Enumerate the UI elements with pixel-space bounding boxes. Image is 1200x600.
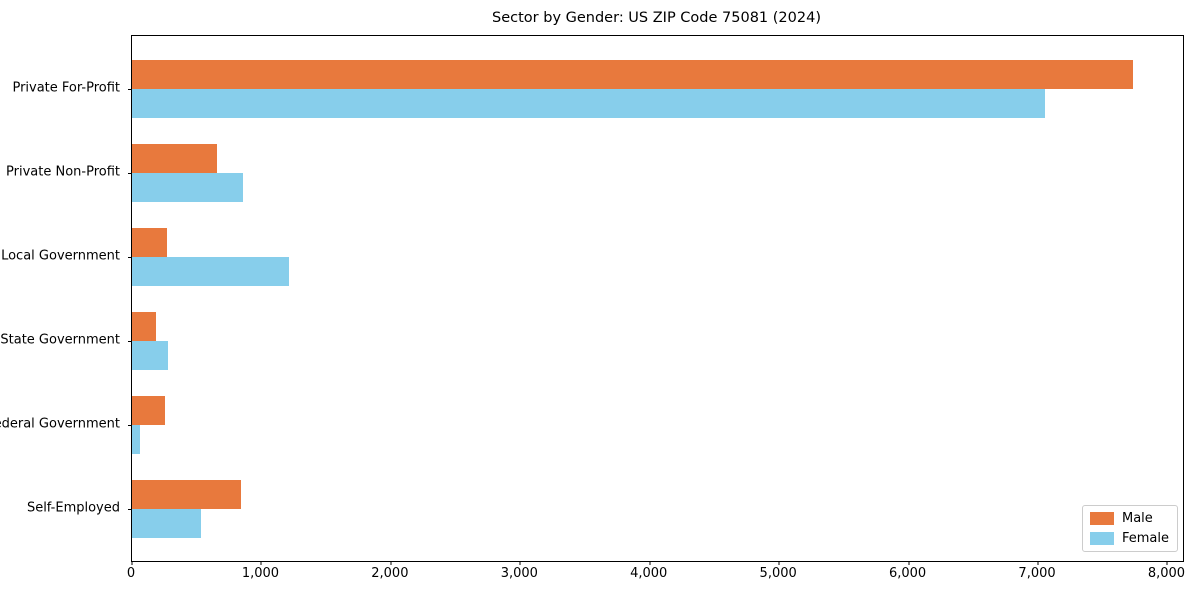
x-tick-label: 1,000: [241, 566, 280, 581]
x-tick-label: 3,000: [500, 566, 538, 581]
x-tick-mark: [390, 561, 392, 565]
chart-title: Sector by Gender: US ZIP Code 75081 (202…: [492, 10, 821, 26]
legend-row-male: Male: [1089, 511, 1169, 526]
category-label: Federal Government: [0, 416, 120, 432]
x-tick-mark: [519, 561, 521, 565]
x-tick-mark: [260, 561, 262, 565]
x-tick-label: 2,000: [371, 566, 409, 581]
x-tick-mark: [1037, 561, 1039, 565]
plot-area: Male Female: [128, 35, 1184, 565]
x-axis-labels: 0 1,000 2,000 3,000 4,000 5,000 6,000 7,000 8,00…: [127, 566, 1186, 586]
y-tick-mark: [128, 256, 132, 258]
x-tick-label: 8,000: [1147, 566, 1186, 581]
x-tick-mark: [1166, 561, 1168, 565]
bar-male-3: [132, 312, 156, 341]
bar-female-4: [132, 425, 141, 454]
bar-male-1: [132, 144, 217, 173]
x-tick-mark: [778, 561, 780, 565]
x-tick-label: 5,000: [759, 566, 797, 581]
legend-label-female: Female: [1121, 531, 1169, 546]
category-label: Private Non-Profit: [6, 164, 120, 180]
x-tick-mark: [908, 561, 910, 565]
x-tick-label: 4,000: [630, 566, 668, 581]
bar-male-0: [132, 60, 1133, 89]
x-tick-label: 6,000: [888, 566, 927, 581]
legend-label-male: Male: [1121, 511, 1153, 526]
category-label: Self-Employed: [26, 500, 120, 516]
y-tick-mark: [128, 88, 132, 90]
category-label: State Government: [0, 332, 120, 348]
y-axis-labels: Private For-Profit Private Non-Profit Loca…: [0, 35, 120, 560]
legend-swatch-male: [1089, 512, 1114, 525]
category-label: Private For-Profit: [12, 80, 120, 96]
bar-female-5: [132, 509, 201, 538]
legend: Male Female: [1081, 505, 1178, 552]
y-tick-mark: [128, 172, 132, 174]
y-tick-mark: [128, 508, 132, 510]
x-tick-label: 7,000: [1018, 566, 1056, 581]
legend-row-female: Female: [1089, 531, 1169, 546]
category-label: Local Government: [1, 248, 120, 264]
bar-male-5: [132, 480, 241, 509]
x-tick-label: 0: [126, 566, 136, 581]
bar-male-2: [132, 228, 167, 257]
bar-female-1: [132, 173, 244, 202]
bar-female-2: [132, 257, 290, 286]
y-tick-mark: [128, 424, 132, 426]
x-tick-mark: [131, 561, 133, 565]
y-tick-mark: [128, 340, 132, 342]
bar-male-4: [132, 396, 165, 425]
bar-female-0: [132, 89, 1045, 118]
bar-female-3: [132, 341, 169, 370]
legend-swatch-female: [1089, 532, 1114, 545]
x-tick-mark: [649, 561, 651, 565]
